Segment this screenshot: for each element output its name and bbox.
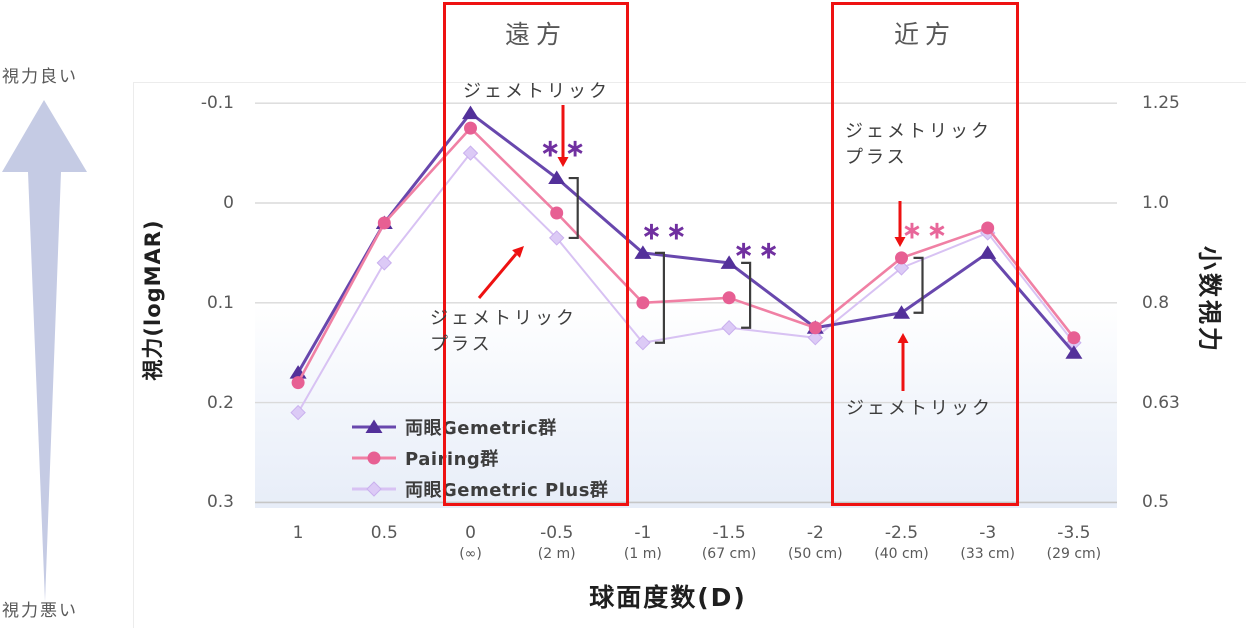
significance-stars: ∗∗: [539, 133, 590, 163]
legend-label: 両眼Gemetric群: [405, 417, 557, 439]
annotation-geometric-plus-near: ジェメトリック プラス: [845, 121, 992, 169]
left-axis-tick: 0.2: [206, 392, 234, 413]
left-axis-tick: 0: [223, 193, 234, 213]
annotation-geometric-plus-far: ジェメトリック プラス: [430, 308, 577, 356]
left-axis-tick: 0.1: [206, 292, 234, 313]
significance-stars: ∗∗: [733, 235, 784, 265]
triangle-legend-marker: [352, 419, 396, 433]
far-region-label: 遠方: [504, 20, 567, 49]
circle-marker: [367, 451, 381, 464]
x-axis-tick: -2.5: [884, 523, 919, 543]
x-axis-tick: 1: [292, 523, 304, 543]
x-axis-tick: -3.5: [1057, 523, 1091, 543]
x-axis-tick: -1: [634, 523, 652, 543]
left-axis-tick: 0.3: [206, 492, 234, 513]
legend-item: 両眼Gemetric Plus群: [350, 473, 608, 504]
left-axis-tick: -0.1: [200, 93, 234, 114]
legend: 両眼Gemetric群 Pairing群両眼Gemetric Plus群: [350, 411, 608, 504]
far-region-box: 遠方: [443, 2, 629, 506]
diamond-legend-marker: [352, 480, 396, 497]
x-axis-subtick: (50 cm): [788, 546, 843, 562]
near-region-box: 近方: [831, 2, 1019, 506]
gauge-label-good-vision: 視力良い: [2, 67, 78, 87]
x-axis-subtick: (2 m): [537, 546, 576, 562]
x-axis-tick: 0: [465, 523, 476, 543]
x-axis-title: 球面度数(D): [589, 583, 747, 612]
significance-stars: ∗∗: [640, 216, 691, 246]
x-axis-subtick: (1 m): [623, 546, 662, 562]
legend-label: Pairing群: [405, 448, 499, 470]
x-axis-tick: -2: [806, 523, 824, 543]
x-axis-subtick: (33 cm): [960, 546, 1015, 562]
up-arrow-icon: [2, 100, 87, 602]
legend-item: 両眼Gemetric群: [350, 411, 608, 442]
significance-stars: ∗∗: [901, 215, 952, 245]
annotation-geometric-far: ジェメトリック: [463, 81, 610, 102]
triangle-marker: [365, 419, 383, 433]
right-axis-tick: 1.0: [1142, 193, 1170, 213]
right-axis-tick: 0.63: [1142, 392, 1180, 413]
x-axis-tick: -0.5: [540, 523, 574, 543]
circle-legend-marker: [352, 451, 396, 464]
x-axis-tick: -3: [979, 523, 997, 543]
x-axis-subtick: (29 cm): [1046, 546, 1102, 562]
legend-label: 両眼Gemetric Plus群: [405, 479, 609, 501]
annotation-geometric-near: ジェメトリック: [846, 398, 993, 419]
x-axis-subtick: (∞): [459, 546, 482, 562]
x-axis-subtick: (40 cm): [874, 546, 929, 562]
gauge-label-bad-vision: 視力悪い: [2, 601, 78, 621]
right-axis-tick: 1.25: [1142, 93, 1180, 114]
right-axis-tick: 0.5: [1142, 492, 1170, 513]
x-axis-subtick: (67 cm): [701, 546, 757, 562]
near-region-label: 近方: [893, 20, 956, 49]
left-axis-title: 視力(logMAR): [141, 219, 165, 381]
right-axis-title: 小数視力: [1195, 246, 1224, 354]
x-axis-tick: 0.5: [370, 523, 398, 543]
x-axis-tick: -1.5: [712, 523, 746, 543]
diamond-marker: [366, 480, 382, 497]
legend-item: Pairing群: [350, 442, 608, 473]
right-axis-tick: 0.8: [1142, 292, 1170, 313]
